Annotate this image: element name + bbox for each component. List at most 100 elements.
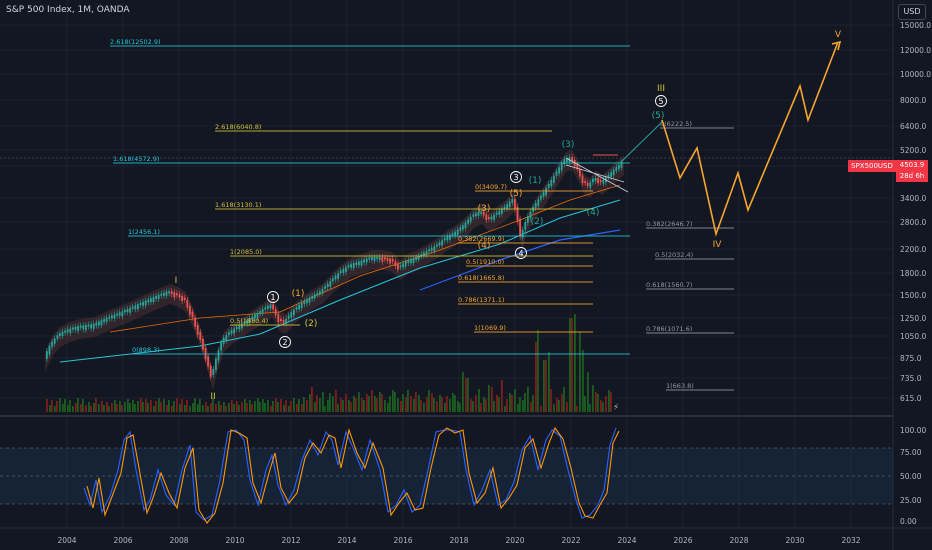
volume-bar [147, 403, 149, 412]
time-tick: 2028 [729, 536, 748, 545]
volume-bar [309, 394, 311, 412]
volume-bar [348, 400, 350, 412]
price-tick: 12000.0 [900, 46, 931, 55]
volume-bar [67, 405, 69, 412]
candle-body [90, 324, 92, 329]
candle-body [72, 327, 74, 330]
candle-body [373, 257, 376, 261]
candle-body [592, 178, 594, 183]
candle-body [82, 325, 85, 330]
candle-body [142, 301, 144, 306]
volume-bar [571, 318, 573, 412]
candle-body [300, 303, 303, 309]
volume-bar [602, 402, 604, 412]
bar-countdown: 28d 6h [899, 172, 925, 180]
volume-bar [296, 404, 298, 412]
time-tick: 2018 [449, 536, 468, 545]
fib-label: 2.618(12502.9) [110, 38, 161, 46]
wave-labels: IIIIIIIVV(1)(2)(3)(4)(5)(1)(2)(3)(4)(5)1… [175, 30, 842, 413]
candle-body [329, 281, 332, 287]
candle-body [485, 214, 488, 220]
candle-body [430, 247, 433, 251]
candle-body [519, 218, 521, 237]
volume-bar [181, 399, 183, 412]
candle-body [178, 294, 181, 298]
price-tick: 2800.0 [900, 218, 926, 227]
candle-body [436, 244, 438, 247]
candle-body [199, 331, 202, 340]
volume-bar [384, 400, 386, 412]
wave-label: (5) [510, 189, 523, 199]
candle-body [326, 283, 329, 288]
volume-bar [267, 400, 269, 412]
candle-body [311, 295, 313, 299]
candle-body [508, 201, 511, 208]
candle-body [358, 261, 360, 266]
wave-label: IV [713, 240, 723, 250]
volume-bar [340, 398, 342, 412]
volume-bar [192, 403, 194, 412]
candle-body [303, 301, 306, 305]
volume-bar [345, 394, 347, 412]
volume-bar [480, 403, 482, 412]
candle-body [378, 257, 381, 260]
last-price-tag: 4503.9 28d 6h [896, 160, 928, 182]
volume-bar [574, 314, 576, 412]
volume-bar [301, 404, 303, 412]
candle-body [87, 324, 90, 327]
fib-label: 0.5(1880.4) [230, 317, 268, 325]
candle-body [371, 257, 373, 260]
candle-body [584, 181, 586, 184]
volume-bar [140, 398, 142, 412]
candle-body [547, 183, 550, 189]
volume-bar [493, 401, 495, 412]
projection-arrow [831, 40, 842, 51]
candle-body [155, 295, 157, 299]
volume-bar [262, 399, 264, 412]
currency-button[interactable]: USD [898, 4, 926, 20]
candle-body [607, 174, 610, 178]
volume-bar [462, 372, 464, 412]
fib-label: 0(6222.5) [660, 120, 692, 128]
candle-body [402, 263, 404, 268]
wave-label: 3 [513, 173, 518, 182]
volume-bar [543, 360, 545, 412]
volume-bar [472, 401, 474, 412]
candle-body [337, 273, 339, 279]
candle-body [441, 240, 443, 246]
volume-bar [46, 399, 48, 412]
price-tick: 735.0 [900, 374, 922, 383]
volume-bar [121, 405, 123, 412]
price-tick: 2200.0 [900, 245, 926, 254]
volume-bar [158, 398, 160, 412]
volume-bar [298, 399, 300, 412]
candle-body [139, 302, 142, 305]
candle-body [59, 333, 61, 337]
volume-bar [387, 403, 389, 412]
volume-bar [550, 389, 552, 412]
volume-bar [205, 402, 207, 412]
volume-bar [176, 398, 178, 412]
candle-body [282, 319, 285, 323]
volume-bar [335, 390, 337, 412]
price-tick: 8000.0 [900, 96, 926, 105]
volume-bar [199, 399, 201, 412]
volume-bar [452, 393, 454, 412]
candle-body [521, 229, 524, 238]
candle-body [407, 260, 410, 264]
stoch-tick: 25.00 [900, 496, 922, 505]
wave-label: 2 [282, 338, 287, 347]
time-tick: 2022 [561, 536, 580, 545]
candle-body [147, 299, 150, 303]
candle-body [287, 315, 290, 319]
candle-body [501, 208, 503, 214]
volume-bar [228, 403, 230, 412]
wave-label: (4) [587, 208, 600, 218]
candle-body [610, 172, 612, 177]
wave-circle [279, 336, 291, 348]
candle-body [116, 313, 118, 316]
volume-bar [530, 402, 532, 412]
wave-label: (2) [305, 319, 318, 329]
moving-average-blue [419, 229, 621, 291]
